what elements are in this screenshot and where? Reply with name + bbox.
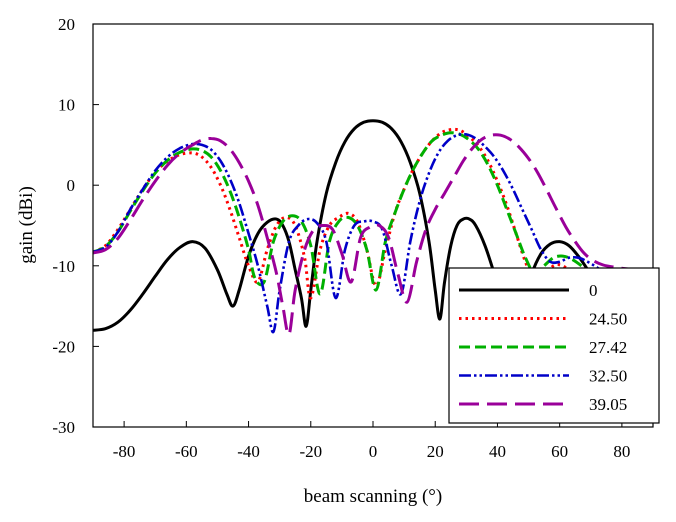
- y-tick-label: 20: [58, 15, 75, 34]
- x-tick-label: 80: [613, 442, 630, 461]
- series-line-27-42: [93, 131, 653, 300]
- series-line-32-50: [93, 132, 653, 334]
- x-tick-label: -80: [113, 442, 136, 461]
- x-tick-label: -20: [299, 442, 322, 461]
- x-axis-title: beam scanning (°): [304, 486, 442, 507]
- axis-ticks: -80 -60 -40 -20 0 20 40 60 80 -30 -20 -10 0 10 20: [52, 15, 630, 461]
- legend-label: 0: [589, 281, 598, 300]
- y-tick-label: 0: [67, 176, 76, 195]
- y-tick-label: 10: [58, 96, 75, 115]
- y-tick-label: -20: [52, 337, 75, 356]
- y-axis-title: gain (dBi): [16, 186, 37, 264]
- x-tick-label: 60: [551, 442, 568, 461]
- x-tick-label: -60: [175, 442, 198, 461]
- x-tick-label: 20: [427, 442, 444, 461]
- legend-label: 39.05: [589, 395, 627, 414]
- y-tick-label: -10: [52, 257, 75, 276]
- y-tick-label: -30: [52, 418, 75, 437]
- series-line-24-50: [93, 127, 653, 312]
- x-tick-label: -40: [237, 442, 260, 461]
- legend-label: 27.42: [589, 338, 627, 357]
- x-tick-label: 40: [489, 442, 506, 461]
- legend: 0 24.50 27.42 32.50 39.05: [448, 267, 660, 424]
- legend-label: 24.50: [589, 310, 627, 329]
- legend-label: 32.50: [589, 367, 627, 386]
- series-line-39-05: [93, 133, 653, 336]
- x-tick-label: 0: [369, 442, 378, 461]
